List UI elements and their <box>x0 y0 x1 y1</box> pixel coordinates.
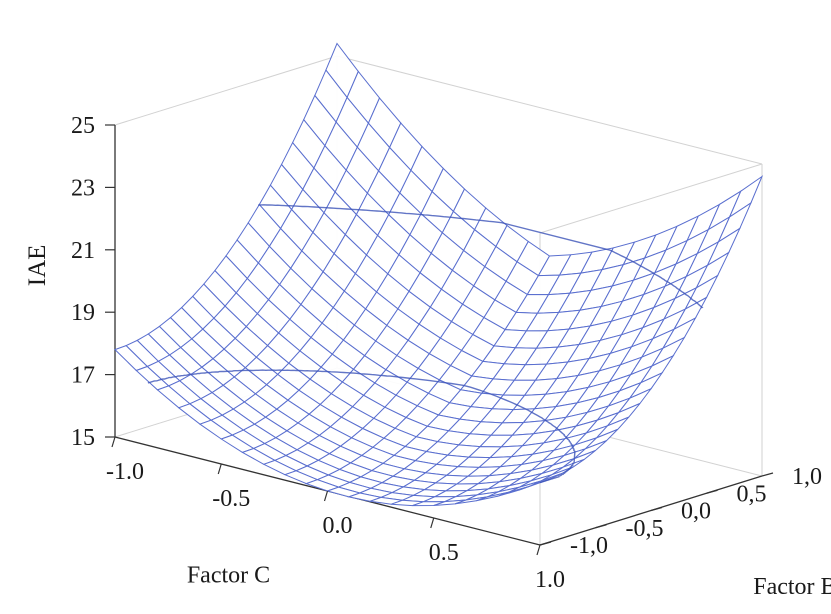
y-tick <box>595 524 607 529</box>
box-edge <box>539 163 763 234</box>
z-tick-label: 15 <box>71 425 95 451</box>
z-tick-label: 19 <box>71 300 95 326</box>
x-tick-label: 1.0 <box>535 567 565 593</box>
x-tick <box>323 490 329 502</box>
x-tick <box>111 436 116 448</box>
x-tick <box>430 517 435 529</box>
tick-marks <box>105 124 774 556</box>
z-tick-label: 23 <box>71 175 95 201</box>
y-tick <box>539 541 552 546</box>
x-tick <box>536 544 541 556</box>
y-tick-label: 0,0 <box>681 499 711 525</box>
z-tick-label: 21 <box>71 238 95 264</box>
surface-mesh <box>114 42 764 507</box>
surface-contours <box>147 204 704 484</box>
z-axis-title: IAE <box>24 245 51 287</box>
y-tick-label: 1,0 <box>792 464 822 490</box>
x-tick <box>217 463 222 475</box>
x-tick-label: -0.5 <box>212 486 250 512</box>
y-tick <box>761 472 774 477</box>
y-tick <box>650 506 663 512</box>
x-tick-label: 0.5 <box>429 540 459 566</box>
contour-line <box>147 369 576 484</box>
z-tick-label: 25 <box>71 113 95 139</box>
x-tick-label: -1.0 <box>106 459 144 485</box>
contour-line <box>257 204 704 309</box>
y-axis-title: Factor B <box>753 574 831 600</box>
y-tick-labels: -1,0 -0,5 0,0 0,5 1,0 <box>570 464 822 559</box>
x-axis-title: Factor C <box>187 562 270 588</box>
box-edge <box>336 55 763 165</box>
y-tick <box>706 489 718 494</box>
y-tick-label: 0,5 <box>737 481 767 507</box>
z-tick-labels: 15 17 19 21 23 25 <box>71 113 95 451</box>
x-tick-labels: -1.0 -0.5 0.0 0.5 1.0 <box>106 459 565 593</box>
y-tick-label: -0,5 <box>626 516 664 542</box>
y-tick-label: -1,0 <box>570 533 608 559</box>
x-tick-label: 0.0 <box>323 513 353 539</box>
z-tick-label: 17 <box>71 363 95 389</box>
box-edge <box>114 55 338 126</box>
